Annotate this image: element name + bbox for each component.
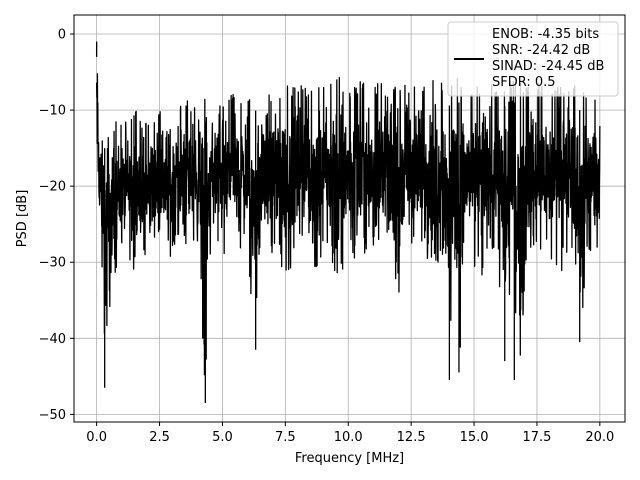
x-tick-label: 17.5: [522, 430, 551, 445]
y-tick-label: −20: [39, 180, 66, 195]
legend-box: [447, 21, 619, 97]
psd-trace: [95, 41, 601, 403]
x-tick-label: 15.0: [460, 430, 489, 445]
psd-series: [95, 41, 601, 403]
legend-entry-enob: ENOB: -4.35 bits: [492, 27, 599, 42]
y-tick-label: −40: [39, 332, 66, 347]
y-tick-label: −30: [39, 256, 66, 271]
x-tick-label: 2.5: [149, 430, 170, 445]
x-axis-label: Frequency [MHz]: [295, 451, 404, 466]
x-tick-label: 10.0: [334, 430, 363, 445]
y-axis-label: PSD [dB]: [15, 190, 30, 248]
x-tick-label: 20.0: [585, 430, 614, 445]
y-axis: 0 −10 −20 −30 −40 −50: [39, 28, 74, 423]
x-tick-label: 0.0: [86, 430, 107, 445]
x-tick-label: 7.5: [275, 430, 296, 445]
y-tick-label: −10: [39, 104, 66, 119]
x-axis: 0.0 2.5 5.0 7.5 10.0 12.5 15.0 17.5 20.0: [86, 422, 614, 445]
plot-area: [73, 14, 626, 423]
x-tick-label: 12.5: [397, 430, 426, 445]
legend-entry-snr: SNR: -24.42 dB: [492, 43, 590, 58]
y-tick-label: 0: [58, 28, 66, 43]
legend: ENOB: -4.35 bits SNR: -24.42 dB SINAD: -…: [447, 21, 619, 97]
x-tick-label: 5.0: [212, 430, 233, 445]
legend-entry-sfdr: SFDR: 0.5: [492, 75, 556, 90]
y-tick-label: −50: [39, 408, 66, 423]
legend-entry-sinad: SINAD: -24.45 dB: [492, 59, 604, 74]
